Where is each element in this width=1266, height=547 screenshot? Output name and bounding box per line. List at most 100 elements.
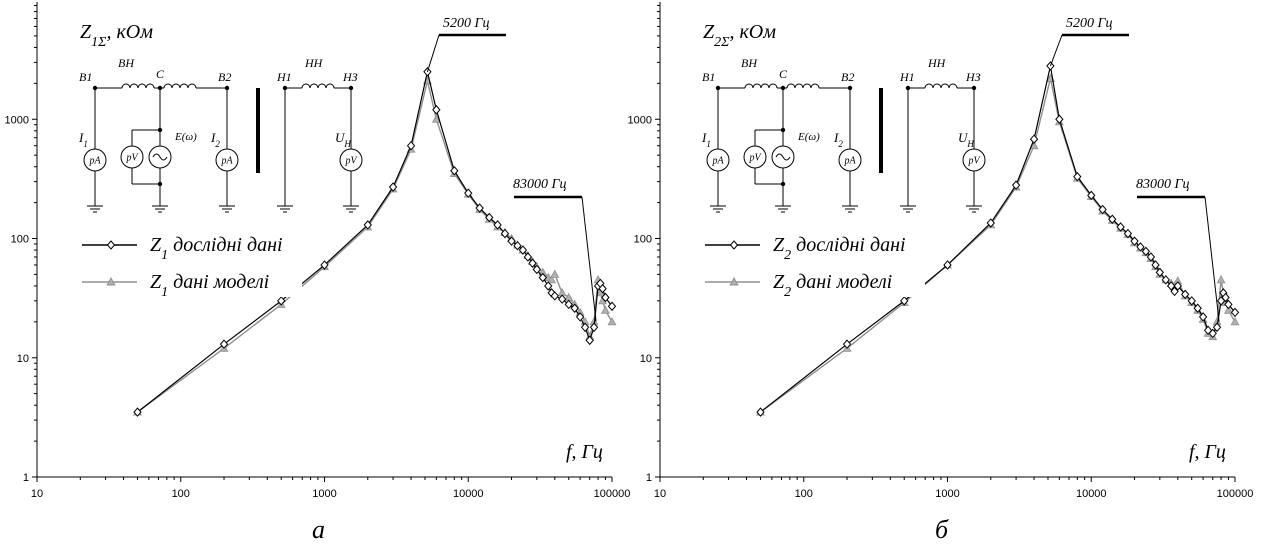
data-point-measured [363,220,372,230]
voltage-label-un: UН [958,130,974,149]
node-label: НН [927,56,947,70]
data-point-measured [986,218,995,228]
data-point-measured [550,291,559,301]
y-tick-label: 1000 [628,114,652,126]
data-point-model [547,275,557,284]
node-label: В1 [702,70,715,84]
y-axis-title: Z1Σ, кОм [80,21,153,50]
node-label: В2 [841,70,854,84]
y-tick-label: 10 [17,353,29,365]
winding-coil [325,83,335,89]
node-label: В2 [218,70,231,84]
data-point-measured [1011,180,1021,190]
winding-coil [810,83,820,89]
y-axis-title: Z2Σ, кОм [703,21,776,50]
data-point-model [431,114,441,123]
winding-coil [301,83,311,89]
data-point-measured [1224,299,1233,310]
winding-coil [187,83,197,89]
node-label: С [156,67,165,81]
x-tick-label: 10 [654,488,666,500]
data-point-measured [601,292,610,303]
x-tick-label: 100 [795,488,813,500]
data-point-model [1216,275,1226,284]
voltage-label-un: UН [335,130,351,149]
winding-coil [145,83,155,89]
legend-label-measured: Z2 дослідні дані [773,234,906,263]
winding-coil [129,83,139,89]
meter-label: pA [843,156,856,167]
current-label-i2: I2 [210,130,220,149]
circuit-junction [780,181,786,187]
annotation-leader-5200 [426,34,440,72]
data-point-measured [1136,242,1145,252]
y-tick-label: 1 [646,472,652,484]
data-point-measured [1055,114,1064,125]
data-point-measured [570,303,579,314]
data-point-measured [1108,214,1117,225]
data-point-measured [1146,252,1156,262]
data-point-measured [589,322,599,333]
data-point-measured [493,220,502,230]
data-point-measured [450,165,459,176]
data-point-measured [320,260,329,270]
annotation-leader-83000 [581,196,597,322]
node-label: В1 [79,70,92,84]
winding-coil [768,83,778,89]
meter-label: pV [967,156,981,167]
data-point-measured [943,260,952,270]
data-point-measured [1141,246,1151,257]
data-point-measured [1116,222,1125,232]
winding-coil [924,83,934,89]
data-point-measured [557,294,567,304]
winding-coil [121,83,131,89]
x-tick-label: 10 [31,488,43,500]
winding-coil [163,83,173,89]
data-point-model [550,269,560,278]
data-point-measured [1155,267,1165,278]
ac-source-wave [152,153,168,161]
data-point-measured [1221,292,1230,303]
data-point-model [600,305,610,314]
node-label: ВН [118,56,135,70]
winding-coil [794,83,804,89]
meter-label: pV [125,153,139,164]
data-point-measured [388,182,398,192]
annotation-label-5200: 5200 Гц [1066,16,1112,31]
data-point-measured [1098,204,1107,215]
x-axis-title: f, Гц [1189,441,1226,463]
node-label: Н1 [899,70,915,84]
data-point-measured [585,335,594,346]
winding-coil [744,83,754,89]
data-point-measured [485,212,494,223]
data-point-measured [1123,228,1133,239]
data-point-measured [406,140,416,151]
data-point-measured [607,301,617,312]
data-point-model [607,317,617,326]
data-point-measured [219,339,229,349]
meter-label: pA [711,156,724,167]
x-tick-label: 100 [172,488,190,500]
winding-coil [752,83,762,89]
data-point-measured [842,339,852,349]
legend-label-model: Z1 дані моделі [150,271,269,300]
data-point-measured [1130,236,1139,246]
y-tick-label: 10 [640,353,652,365]
data-point-measured [1087,190,1096,201]
data-point-measured [277,296,286,306]
data-point-measured [500,228,510,239]
data-point-measured [513,240,522,251]
panel-caption: а [312,515,325,544]
x-tick-label: 1000 [935,488,959,500]
y-tick-label: 100 [11,234,29,246]
data-point-measured [523,252,533,262]
data-point-measured [432,105,441,115]
legend-marker-diamond [729,240,739,250]
data-point-measured [528,258,537,269]
data-point-measured [1230,307,1240,318]
winding-coil [760,83,770,89]
data-point-measured [1167,281,1176,291]
